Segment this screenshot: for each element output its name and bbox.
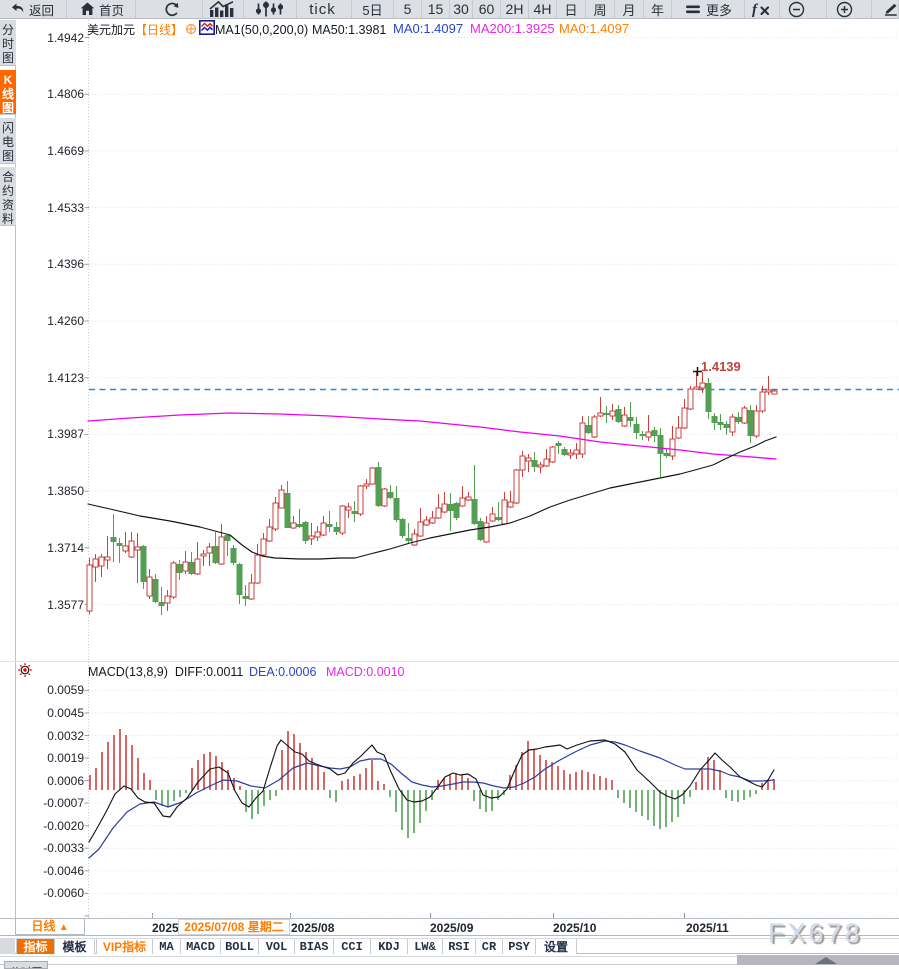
svg-text:f: f [752,2,759,17]
